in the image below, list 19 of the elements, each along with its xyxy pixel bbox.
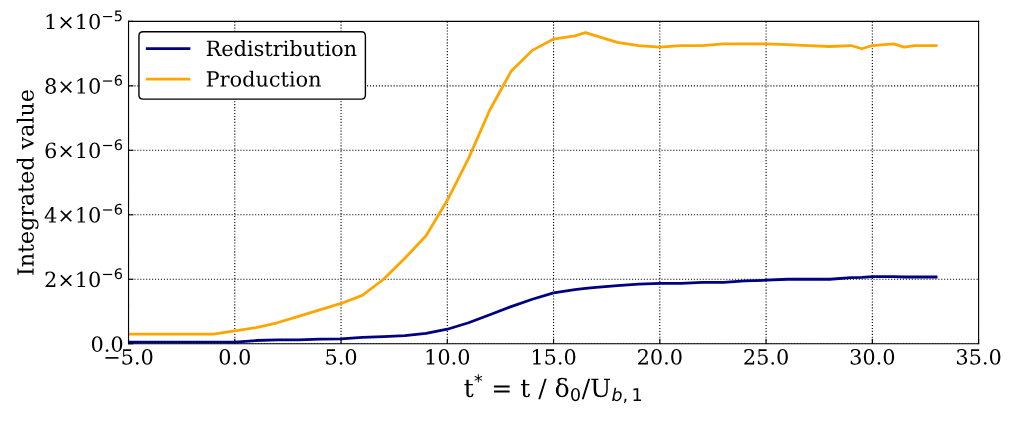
y-tick-label: 6×10$^{−6}$	[45, 139, 123, 159]
x-tick-label: 0.0	[219, 348, 250, 365]
y-tick-label: 8×10$^{−6}$	[45, 74, 123, 94]
y-tick-label: 4×10$^{−6}$	[44, 203, 123, 223]
x-tick-label: 20.0	[638, 348, 682, 365]
x-axis-title: t$^{*}$ = t / δ$_{0}$/U$_{b,1}$	[464, 374, 642, 404]
line-series	[128, 275, 938, 344]
x-tick-label: 10.0	[426, 348, 470, 365]
x-tick-label: 5.0	[326, 348, 357, 365]
y-tick-label: 1×10$^{−5}$	[46, 10, 122, 30]
y-axis-title: Integrated value	[16, 90, 39, 275]
y-tick-label: 2×10$^{−6}$	[45, 268, 123, 288]
line-series	[128, 31, 938, 336]
x-tick-label: 35.0	[957, 348, 1001, 365]
x-tick-label: 15.0	[532, 348, 576, 365]
x-tick-label: 30.0	[850, 348, 895, 365]
x-tick-label: 25.0	[744, 348, 788, 365]
legend-label: Redistribution	[206, 40, 357, 57]
legend-label: Production	[206, 70, 321, 87]
